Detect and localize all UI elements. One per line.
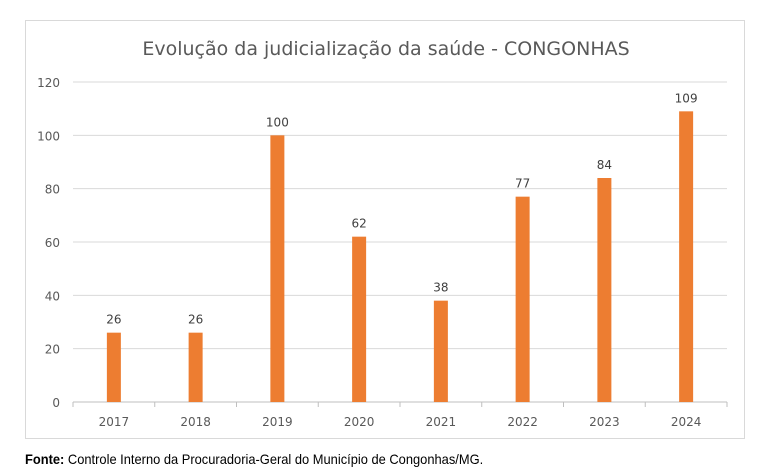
x-tick-label: 2024 <box>671 415 702 429</box>
bar-2018 <box>188 332 203 402</box>
bar-2021 <box>433 300 448 402</box>
y-tick-label: 40 <box>45 289 60 303</box>
source-label: Fonte: <box>25 451 65 467</box>
x-tick-label: 2021 <box>426 415 457 429</box>
x-tick-label: 2017 <box>99 415 130 429</box>
y-tick-label: 120 <box>37 76 60 90</box>
y-tick-label: 20 <box>45 343 60 357</box>
x-tick-label: 2019 <box>262 415 293 429</box>
bar-2019 <box>270 135 285 403</box>
bar-2022 <box>515 196 530 402</box>
chart-frame <box>25 20 745 439</box>
x-tick-label: 2023 <box>589 415 620 429</box>
bar-2017 <box>106 332 121 402</box>
data-label: 26 <box>188 313 203 327</box>
bar-2020 <box>352 236 367 402</box>
data-label: 84 <box>597 158 612 172</box>
data-label: 77 <box>515 177 530 191</box>
source-text: Controle Interno da Procuradoria-Geral d… <box>64 451 484 467</box>
chart-title: Evolução da judicialização da saúde - CO… <box>142 38 629 60</box>
data-label: 38 <box>433 281 448 295</box>
y-tick-label: 80 <box>45 183 60 197</box>
x-tick-label: 2018 <box>180 415 211 429</box>
data-label: 62 <box>351 217 366 231</box>
data-label: 26 <box>106 313 121 327</box>
data-label: 109 <box>675 91 698 105</box>
bar-2024 <box>679 111 694 402</box>
y-tick-label: 100 <box>37 129 60 143</box>
source-note: Fonte: Controle Interno da Procuradoria-… <box>25 451 483 467</box>
x-tick-label: 2022 <box>507 415 538 429</box>
data-label: 100 <box>266 115 289 129</box>
bar-2023 <box>597 178 612 402</box>
y-tick-label: 60 <box>45 236 60 250</box>
y-tick-label: 0 <box>52 396 60 410</box>
x-tick-label: 2020 <box>344 415 375 429</box>
